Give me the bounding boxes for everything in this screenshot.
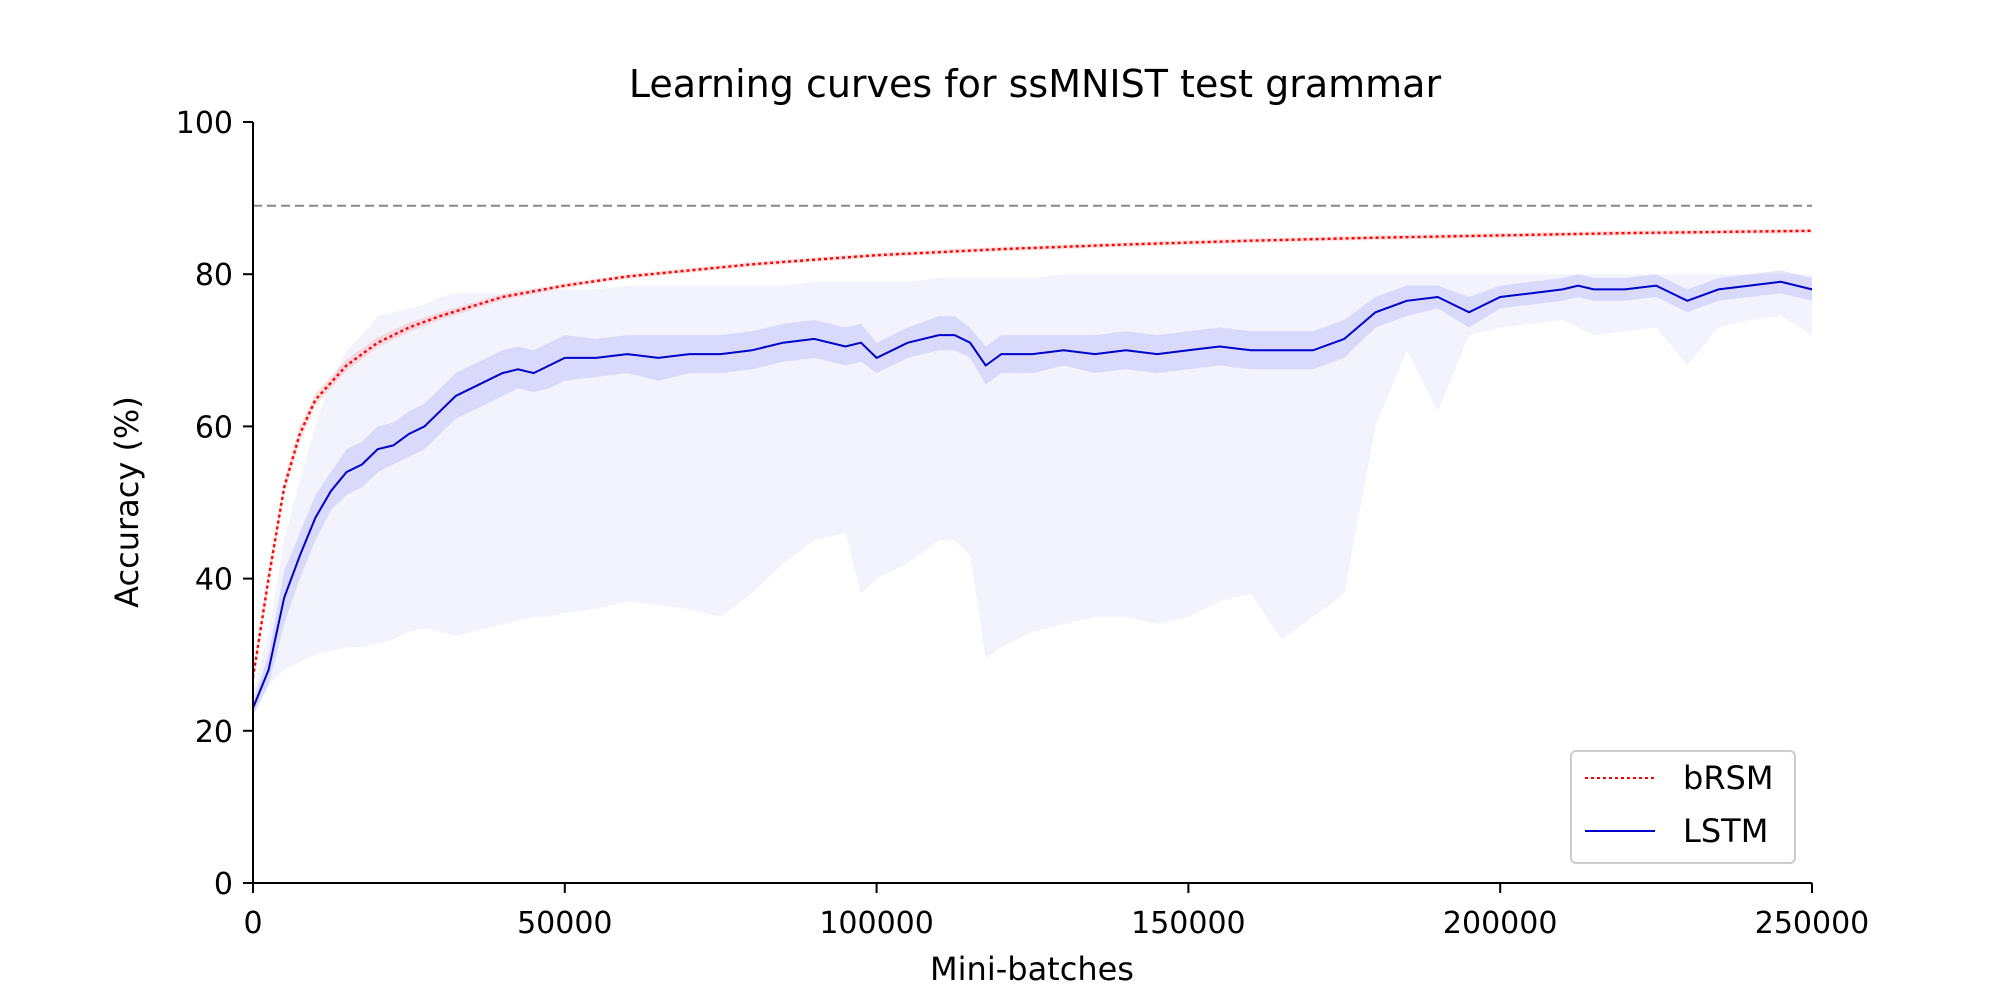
series-line-lstm [252, 280, 1813, 709]
legend-label-lstm: LSTM [1683, 812, 1768, 850]
legend-label-brsm: bRSM [1683, 759, 1773, 797]
x-axis-ticks: 0 50000 100000 150000 200000 250000 [243, 883, 1869, 941]
lstm-range-band [253, 274, 1812, 716]
y-tick-label: 80 [195, 258, 233, 293]
x-tick-label: 50000 [517, 906, 612, 941]
x-tick-label: 150000 [1131, 906, 1246, 941]
y-tick-label: 60 [195, 410, 233, 445]
y-tick-label: 40 [195, 563, 233, 598]
legend: bRSM LSTM [1570, 750, 1796, 864]
y-tick-label: 0 [214, 867, 233, 902]
y-axis-ticks: 0 20 40 60 80 100 [176, 106, 253, 902]
y-tick-label: 100 [176, 106, 233, 141]
x-tick-label: 100000 [819, 906, 934, 941]
y-axis-label: Accuracy (%) [108, 396, 146, 608]
chart-title: Learning curves for ssMNIST test grammar [629, 62, 1442, 106]
x-tick-label: 200000 [1443, 906, 1558, 941]
x-axis-label: Mini-batches [930, 950, 1134, 988]
x-tick-label: 0 [243, 906, 262, 941]
x-tick-label: 250000 [1755, 906, 1870, 941]
series-line-brsm [251, 229, 1813, 678]
plot-area [251, 204, 1813, 716]
y-tick-label: 20 [195, 715, 233, 750]
lstm-error-band [253, 270, 1812, 716]
